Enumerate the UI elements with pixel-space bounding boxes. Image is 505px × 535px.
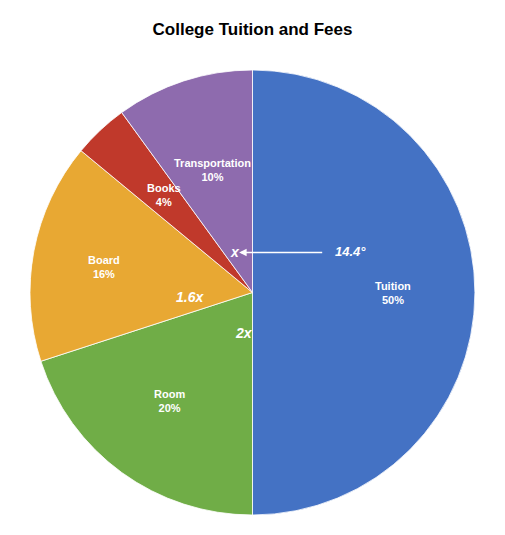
svg-text:14.4°: 14.4° [335, 244, 366, 259]
svg-text:Tuition50%: Tuition50% [375, 280, 411, 306]
svg-text:Books4%: Books4% [147, 182, 181, 208]
svg-text:College Tuition and Fees: College Tuition and Fees [153, 20, 353, 39]
svg-text:Transportation10%: Transportation10% [174, 157, 251, 183]
svg-text:x: x [230, 244, 240, 260]
svg-text:1.6x: 1.6x [176, 289, 204, 305]
svg-text:Room20%: Room20% [154, 388, 185, 414]
svg-text:Board16%: Board16% [88, 254, 120, 280]
svg-text:2x: 2x [235, 325, 253, 341]
